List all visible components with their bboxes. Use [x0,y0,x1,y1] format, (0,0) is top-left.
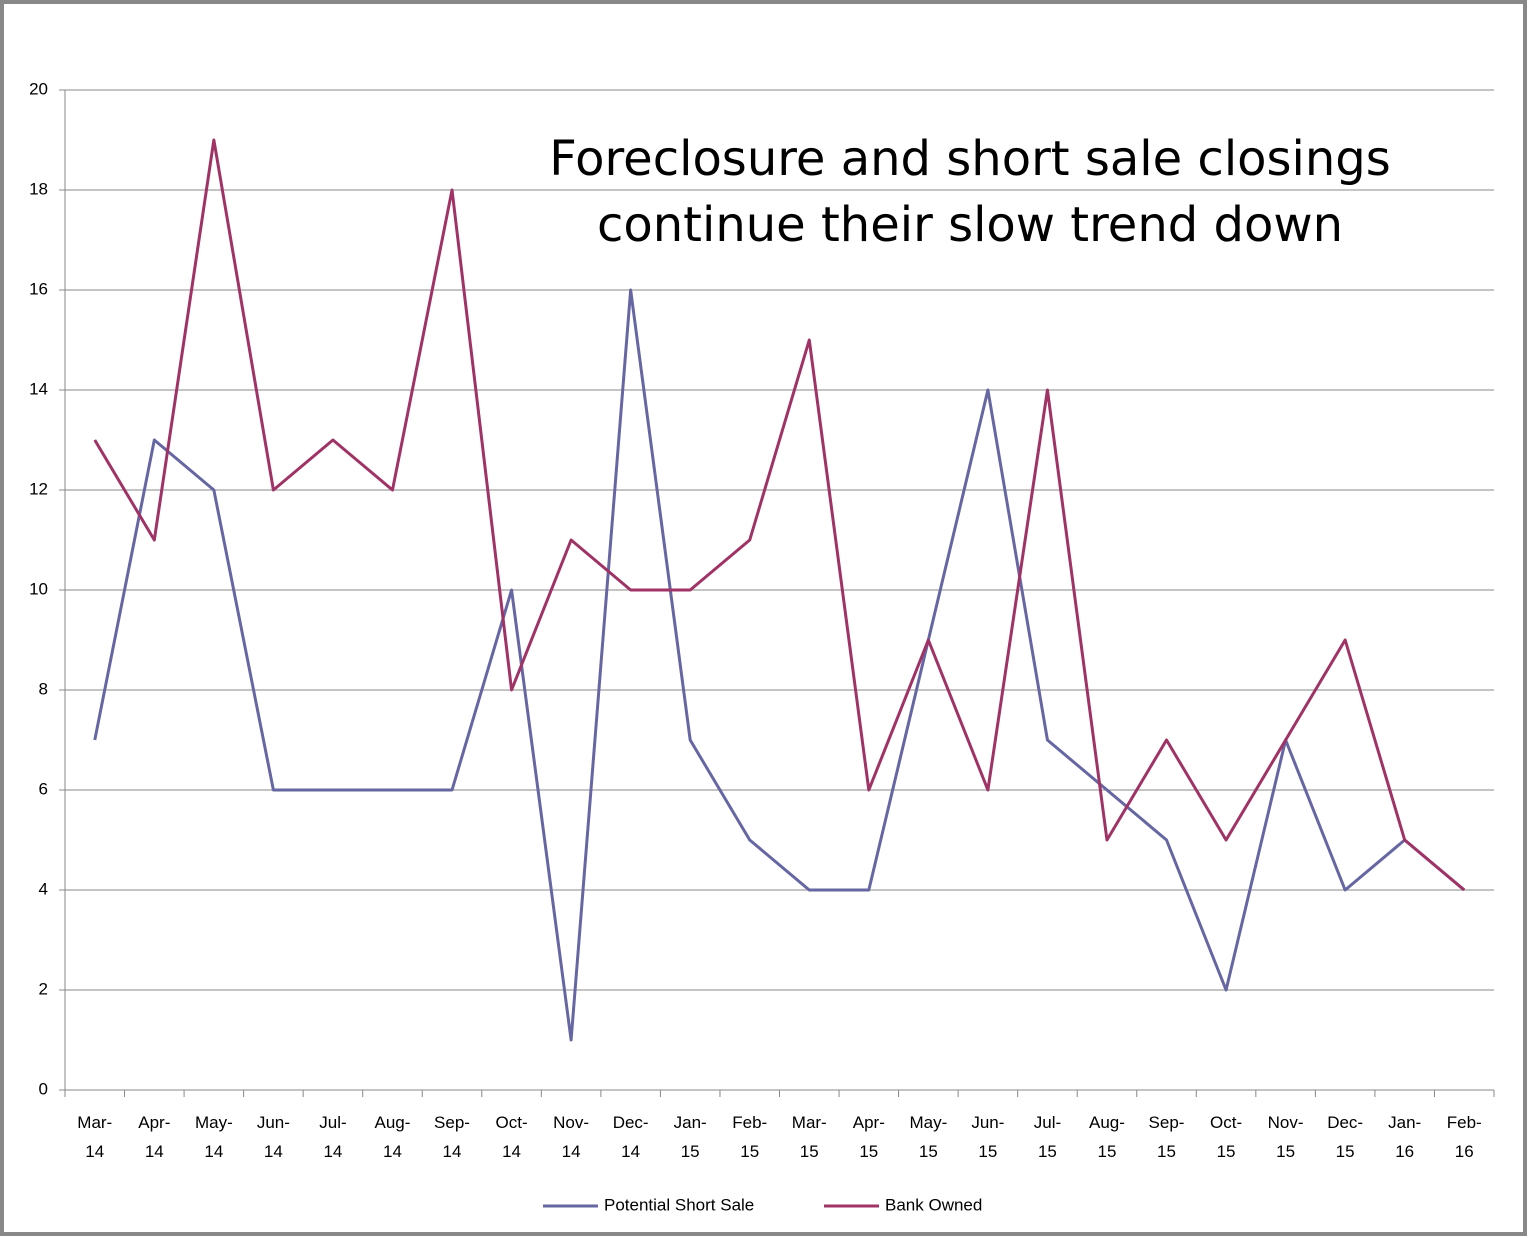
x-tick-label: Jun-15 [971,1113,1005,1161]
x-tick-label: Feb-15 [732,1113,768,1161]
y-tick-label: 6 [39,779,48,798]
x-tick-label: Aug-14 [374,1113,411,1161]
x-tick-label: Jul-15 [1033,1113,1062,1161]
y-tick-label: 20 [29,79,48,98]
x-tick-label: Feb-16 [1446,1113,1482,1161]
chart-title: Foreclosure and short sale closings [549,131,1391,187]
x-tick-label: Oct-14 [495,1113,528,1161]
x-tick-label: Jan-15 [673,1113,707,1161]
y-tick-label: 16 [29,279,48,298]
y-tick-label: 10 [29,579,48,598]
y-tick-label: 14 [29,379,48,398]
x-tick-label: Apr-14 [138,1113,171,1161]
legend-label: Potential Short Sale [604,1195,754,1214]
x-tick-label: Apr-15 [852,1113,885,1161]
x-tick-label: Jul-14 [319,1113,347,1161]
x-tick-label: Mar-15 [791,1113,827,1161]
y-tick-label: 8 [39,679,48,698]
x-tick-label: May-15 [909,1113,948,1161]
legend-label: Bank Owned [885,1195,982,1214]
series-line [93,288,1466,1042]
x-tick-label: Jan-16 [1388,1113,1422,1161]
y-tick-label: 12 [29,479,48,498]
y-tick-label: 4 [39,879,48,898]
x-tick-label: Aug-15 [1089,1113,1125,1161]
y-tick-label: 2 [39,979,48,998]
y-tick-label: 0 [39,1079,48,1098]
y-tick-label: 18 [29,179,48,198]
x-tick-label: Mar-14 [77,1113,113,1161]
x-tick-label: Dec-14 [612,1113,649,1161]
x-tick-label: May-14 [194,1113,233,1161]
x-tick-label: Sep-15 [1148,1113,1185,1161]
x-tick-label: Dec-15 [1327,1113,1364,1161]
x-tick-label: Jun-14 [256,1113,290,1161]
series-line [93,138,1466,892]
chart-title: continue their slow trend down [597,197,1343,253]
x-tick-label: Nov-14 [553,1113,590,1161]
x-tick-label: Oct-15 [1210,1113,1243,1161]
x-tick-label: Nov-15 [1267,1113,1304,1161]
x-tick-label: Sep-14 [434,1113,470,1161]
